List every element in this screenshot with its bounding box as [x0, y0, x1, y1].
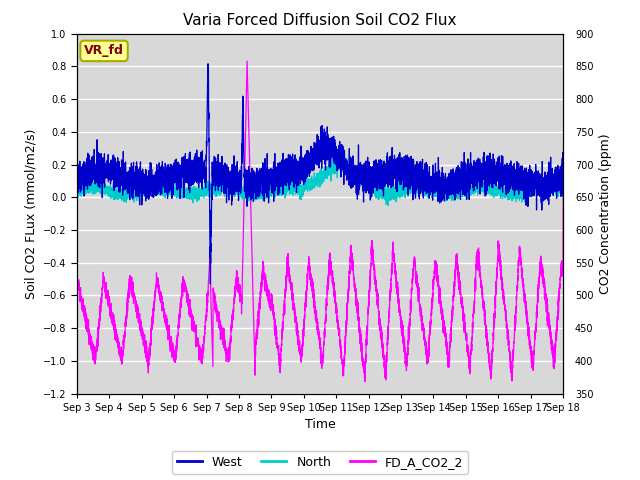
Y-axis label: Soil CO2 FLux (mmol/m2/s): Soil CO2 FLux (mmol/m2/s)	[24, 129, 37, 299]
Text: VR_fd: VR_fd	[84, 44, 124, 58]
Title: Varia Forced Diffusion Soil CO2 Flux: Varia Forced Diffusion Soil CO2 Flux	[183, 13, 457, 28]
X-axis label: Time: Time	[305, 418, 335, 431]
Y-axis label: CO2 Concentration (ppm): CO2 Concentration (ppm)	[599, 133, 612, 294]
Legend: West, North, FD_A_CO2_2: West, North, FD_A_CO2_2	[172, 451, 468, 474]
